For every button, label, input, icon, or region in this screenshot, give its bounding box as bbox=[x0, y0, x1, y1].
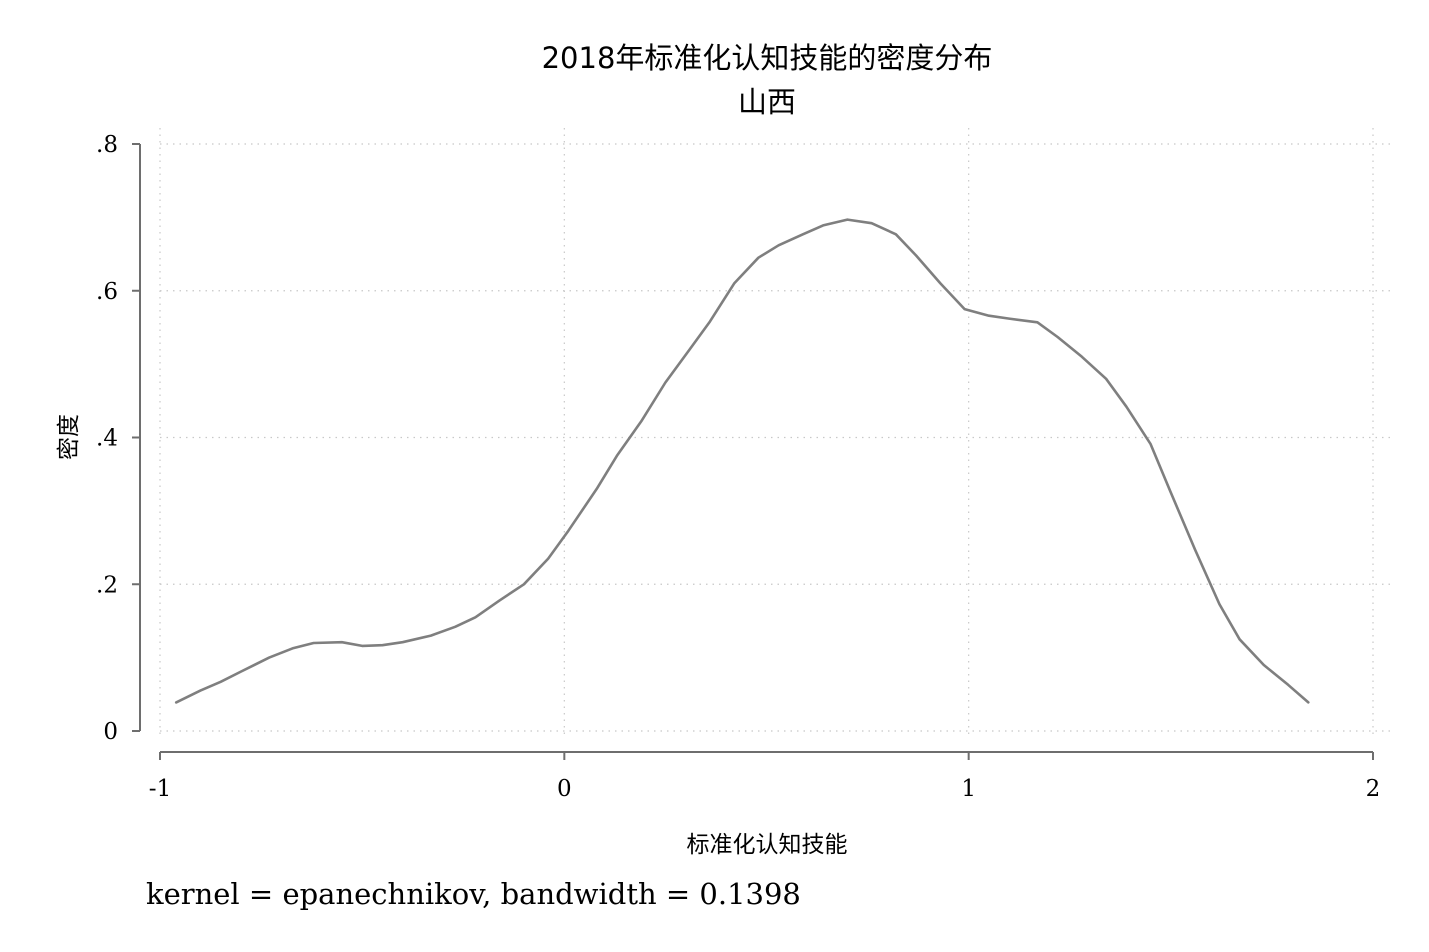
y-tick-label: 0 bbox=[103, 719, 118, 745]
y-tick-label: .2 bbox=[96, 572, 118, 598]
x-tick-label: 1 bbox=[961, 776, 976, 802]
x-tick-label: 0 bbox=[557, 776, 572, 802]
y-axis-label: 密度 bbox=[56, 414, 82, 460]
gridlines bbox=[159, 128, 1390, 738]
kernel-note: kernel = epanechnikov, bandwidth = 0.139… bbox=[146, 877, 801, 911]
x-tick-label: 2 bbox=[1366, 776, 1381, 802]
y-tick-label: .6 bbox=[96, 279, 118, 305]
x-axis-label: 标准化认知技能 bbox=[687, 832, 848, 858]
y-tick-label: .4 bbox=[96, 426, 118, 452]
y-ticks: 0 .2 .4 .6 .8 bbox=[96, 132, 140, 745]
density-line bbox=[174, 218, 1310, 704]
x-ticks: -1 0 1 2 bbox=[149, 752, 1381, 802]
y-tick-label: .8 bbox=[96, 132, 118, 158]
chart-subtitle: 山西 bbox=[738, 85, 796, 119]
chart-title: 2018年标准化认知技能的密度分布 bbox=[542, 41, 993, 75]
x-tick-label: -1 bbox=[149, 776, 171, 802]
